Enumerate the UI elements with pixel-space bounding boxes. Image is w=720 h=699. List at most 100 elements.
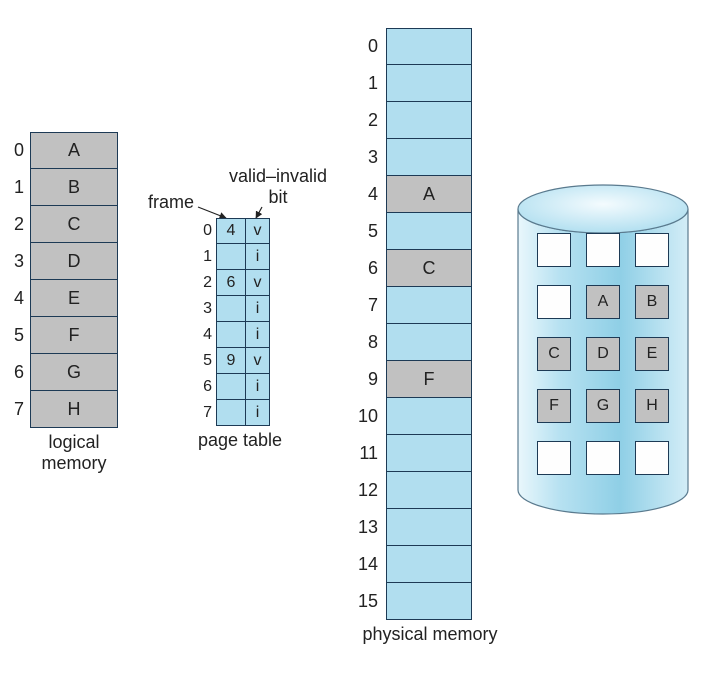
disk-slot: H xyxy=(635,389,669,423)
page-table-row: i xyxy=(216,244,270,270)
disk-slot xyxy=(635,233,669,267)
disk-slot: G xyxy=(586,389,620,423)
logical-memory-table: ABCDEFGH xyxy=(30,132,118,428)
page-table-valid-bit-cell: v xyxy=(246,218,270,244)
physical-frame: F xyxy=(386,361,472,398)
disk-slot: C xyxy=(537,337,571,371)
disk-slot: A xyxy=(586,285,620,319)
logical-page: B xyxy=(30,169,118,206)
logical-memory-caption: logical memory xyxy=(30,432,118,474)
page-table-valid-bit-cell: i xyxy=(246,374,270,400)
physical-frame xyxy=(386,546,472,583)
page-table-frame-cell xyxy=(216,322,246,348)
page-table-caption: page table xyxy=(190,430,290,451)
page-table-row: 9v xyxy=(216,348,270,374)
disk-slot xyxy=(586,441,620,475)
physical-frame xyxy=(386,435,472,472)
page-table-row: 4v xyxy=(216,218,270,244)
page-table-index: 4 xyxy=(194,322,212,348)
physical-index: 0 xyxy=(346,28,378,65)
physical-index: 3 xyxy=(346,139,378,176)
physical-index: 7 xyxy=(346,287,378,324)
physical-index: 11 xyxy=(346,435,378,472)
page-table-frame-cell: 4 xyxy=(216,218,246,244)
disk-slot xyxy=(635,441,669,475)
physical-memory-caption: physical memory xyxy=(350,624,510,645)
physical-index: 15 xyxy=(346,583,378,620)
disk-slot xyxy=(537,441,571,475)
physical-frame xyxy=(386,139,472,176)
physical-frame xyxy=(386,398,472,435)
logical-index: 7 xyxy=(0,391,24,428)
disk-slot: E xyxy=(635,337,669,371)
physical-frame xyxy=(386,102,472,139)
logical-index: 2 xyxy=(0,206,24,243)
page-table-frame-cell xyxy=(216,374,246,400)
logical-index: 5 xyxy=(0,317,24,354)
page-table-row: i xyxy=(216,374,270,400)
page-table-index: 5 xyxy=(194,348,212,374)
page-table-valid-bit-cell: i xyxy=(246,296,270,322)
physical-frame xyxy=(386,324,472,361)
physical-index: 6 xyxy=(346,250,378,287)
physical-index: 12 xyxy=(346,472,378,509)
logical-page: A xyxy=(30,132,118,169)
physical-frame xyxy=(386,28,472,65)
page-table-index: 1 xyxy=(194,244,212,270)
page-table-index: 7 xyxy=(194,400,212,426)
page-table-row: 6v xyxy=(216,270,270,296)
physical-index: 1 xyxy=(346,65,378,102)
physical-memory-indices: 0123456789101112131415 xyxy=(346,28,378,620)
logical-index: 6 xyxy=(0,354,24,391)
physical-frame xyxy=(386,509,472,546)
page-table-frame-cell xyxy=(216,244,246,270)
page-table-valid-bit-cell: i xyxy=(246,244,270,270)
disk-slot: D xyxy=(586,337,620,371)
page-table-index: 3 xyxy=(194,296,212,322)
page-table-valid-bit-cell: i xyxy=(246,322,270,348)
page-table-index: 6 xyxy=(194,374,212,400)
disk-slot-grid: AB CDE FGH xyxy=(537,233,669,475)
physical-memory-table: AC F xyxy=(386,28,472,620)
page-table-frame-cell xyxy=(216,400,246,426)
disk-cylinder: AB CDE FGH xyxy=(514,183,692,516)
disk-slot: B xyxy=(635,285,669,319)
logical-index: 4 xyxy=(0,280,24,317)
physical-frame xyxy=(386,213,472,250)
physical-frame xyxy=(386,472,472,509)
physical-frame: C xyxy=(386,250,472,287)
physical-index: 8 xyxy=(346,324,378,361)
disk-slot xyxy=(537,285,571,319)
logical-page: E xyxy=(30,280,118,317)
logical-index: 3 xyxy=(0,243,24,280)
physical-index: 14 xyxy=(346,546,378,583)
disk-slot xyxy=(586,233,620,267)
page-table: 4vi6vii9vii xyxy=(216,218,270,426)
page-table-frame-cell: 6 xyxy=(216,270,246,296)
disk-slot xyxy=(537,233,571,267)
physical-frame xyxy=(386,287,472,324)
page-table-row: i xyxy=(216,296,270,322)
physical-index: 5 xyxy=(346,213,378,250)
page-table-frame-label: frame xyxy=(148,192,194,213)
logical-page: F xyxy=(30,317,118,354)
physical-index: 9 xyxy=(346,361,378,398)
page-table-index: 0 xyxy=(194,218,212,244)
physical-frame xyxy=(386,65,472,102)
logical-page: G xyxy=(30,354,118,391)
page-table-valid-bit-cell: v xyxy=(246,348,270,374)
page-table-row: i xyxy=(216,400,270,426)
physical-frame: A xyxy=(386,176,472,213)
disk-slot: F xyxy=(537,389,571,423)
physical-index: 4 xyxy=(346,176,378,213)
logical-index: 1 xyxy=(0,169,24,206)
page-table-frame-cell: 9 xyxy=(216,348,246,374)
page-table-frame-cell xyxy=(216,296,246,322)
page-table-row: i xyxy=(216,322,270,348)
logical-page: H xyxy=(30,391,118,428)
logical-index: 0 xyxy=(0,132,24,169)
logical-page: C xyxy=(30,206,118,243)
page-table-bit-label: valid–invalid bit xyxy=(218,166,338,208)
physical-index: 13 xyxy=(346,509,378,546)
physical-index: 10 xyxy=(346,398,378,435)
